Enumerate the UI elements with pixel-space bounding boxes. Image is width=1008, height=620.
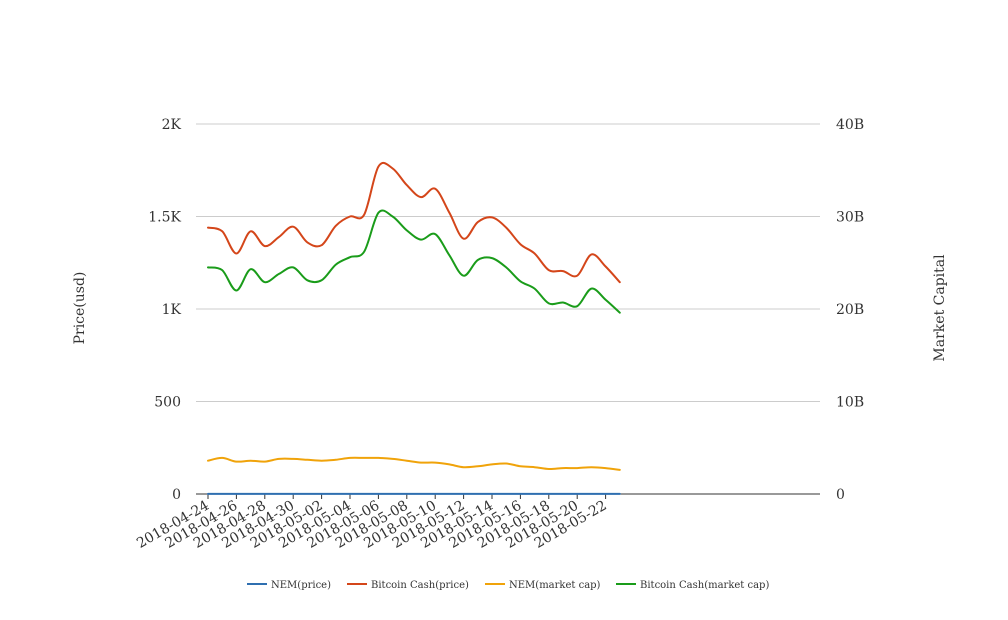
series-lines bbox=[207, 161, 621, 495]
y-tick-label: 2K bbox=[162, 117, 182, 133]
legend-label: Bitcoin Cash(market cap) bbox=[640, 580, 769, 591]
legend-item[interactable]: NEM(market cap) bbox=[485, 580, 601, 591]
y2-tick-label: 0 bbox=[836, 487, 845, 503]
legend-item[interactable]: Bitcoin Cash(market cap) bbox=[616, 580, 769, 591]
y-tick-label: 1.5K bbox=[148, 210, 181, 226]
left-axis-ticks: 0 500 1K 1.5K 2K bbox=[148, 117, 181, 503]
y2-tick-label: 40B bbox=[836, 117, 864, 133]
series-line-bitcoin-cash-price bbox=[207, 161, 621, 284]
legend-label: Bitcoin Cash(price) bbox=[371, 580, 469, 591]
legend-label: NEM(market cap) bbox=[509, 580, 601, 591]
y-tick-label: 1K bbox=[162, 302, 182, 318]
series-line-nem-market-cap bbox=[207, 456, 621, 471]
legend-label: NEM(price) bbox=[271, 580, 331, 591]
grid-lines bbox=[196, 123, 820, 495]
y-tick-label: 500 bbox=[154, 395, 181, 411]
series-line-bitcoin-cash-market-cap bbox=[207, 209, 621, 314]
y2-tick-label: 10B bbox=[836, 395, 864, 411]
y-axis-title: Price(usd) bbox=[72, 272, 88, 345]
legend: NEM(price) Bitcoin Cash(price) NEM(market … bbox=[247, 580, 769, 591]
right-axis-ticks: 0 10B 20B 30B 40B bbox=[836, 117, 864, 503]
y2-tick-label: 30B bbox=[836, 210, 864, 226]
y-tick-label: 0 bbox=[172, 487, 181, 503]
y2-tick-label: 20B bbox=[836, 302, 864, 318]
x-axis-ticks: 2018-04-242018-04-262018-04-282018-04-30… bbox=[134, 494, 610, 552]
y2-axis-title: Market Capital bbox=[932, 254, 948, 362]
legend-item[interactable]: Bitcoin Cash(price) bbox=[347, 580, 469, 591]
legend-item[interactable]: NEM(price) bbox=[247, 580, 331, 591]
